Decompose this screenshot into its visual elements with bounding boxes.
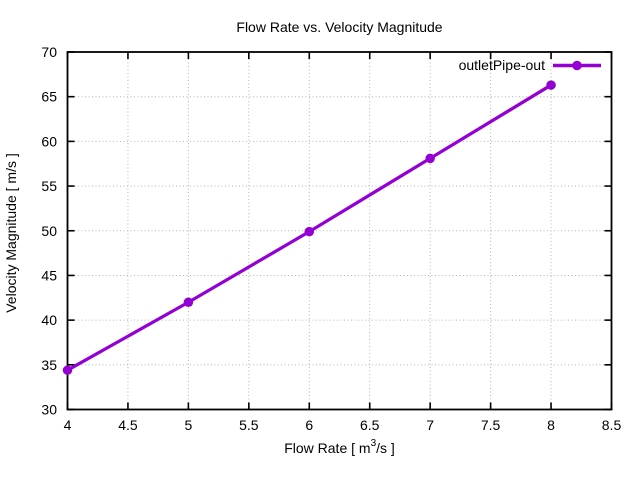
legend: outletPipe-out — [300, 58, 601, 73]
chart-title: Flow Rate vs. Velocity Magnitude — [236, 19, 443, 35]
y-tick-label: 30 — [41, 402, 57, 418]
y-tick-label: 35 — [41, 357, 57, 373]
x-axis-label-post: /s ] — [376, 440, 395, 456]
x-tick-label: 4 — [64, 417, 72, 433]
data-point-marker — [304, 226, 315, 237]
x-tick-label: 4.5 — [118, 417, 138, 433]
x-tick-label: 7.5 — [481, 417, 501, 433]
legend-entry-label: outletPipe-out — [458, 57, 545, 73]
x-axis-label: Flow Rate [ m3/s ] — [67, 438, 612, 456]
x-tick-label: 6.5 — [360, 417, 380, 433]
y-tick-label: 70 — [41, 44, 57, 60]
y-tick-label: 45 — [41, 267, 57, 283]
legend-sample-marker-icon — [572, 60, 582, 71]
data-point-marker — [62, 365, 73, 375]
x-axis-label-pre: Flow Rate [ m — [284, 440, 371, 456]
y-tick-label: 50 — [41, 223, 57, 239]
y-tick-label: 40 — [41, 312, 57, 328]
x-tick-label: 6 — [305, 417, 313, 433]
y-tick-label: 55 — [41, 178, 57, 194]
x-axis-label-superscript: 3 — [370, 438, 377, 450]
y-tick-label: 60 — [41, 133, 57, 149]
x-tick-label: 7 — [426, 417, 434, 433]
x-tick-label: 8.5 — [602, 417, 622, 433]
data-point-marker — [183, 297, 194, 307]
data-point-marker — [546, 80, 556, 90]
data-point-marker — [425, 153, 435, 164]
y-axis-label: Velocity Magnitude [ m/s ] — [3, 153, 19, 313]
x-tick-label: 8 — [547, 417, 555, 433]
x-tick-label: 5.5 — [239, 417, 259, 433]
legend-line-sample — [553, 60, 601, 71]
x-tick-label: 5 — [184, 417, 192, 433]
y-tick-label: 65 — [41, 89, 57, 105]
